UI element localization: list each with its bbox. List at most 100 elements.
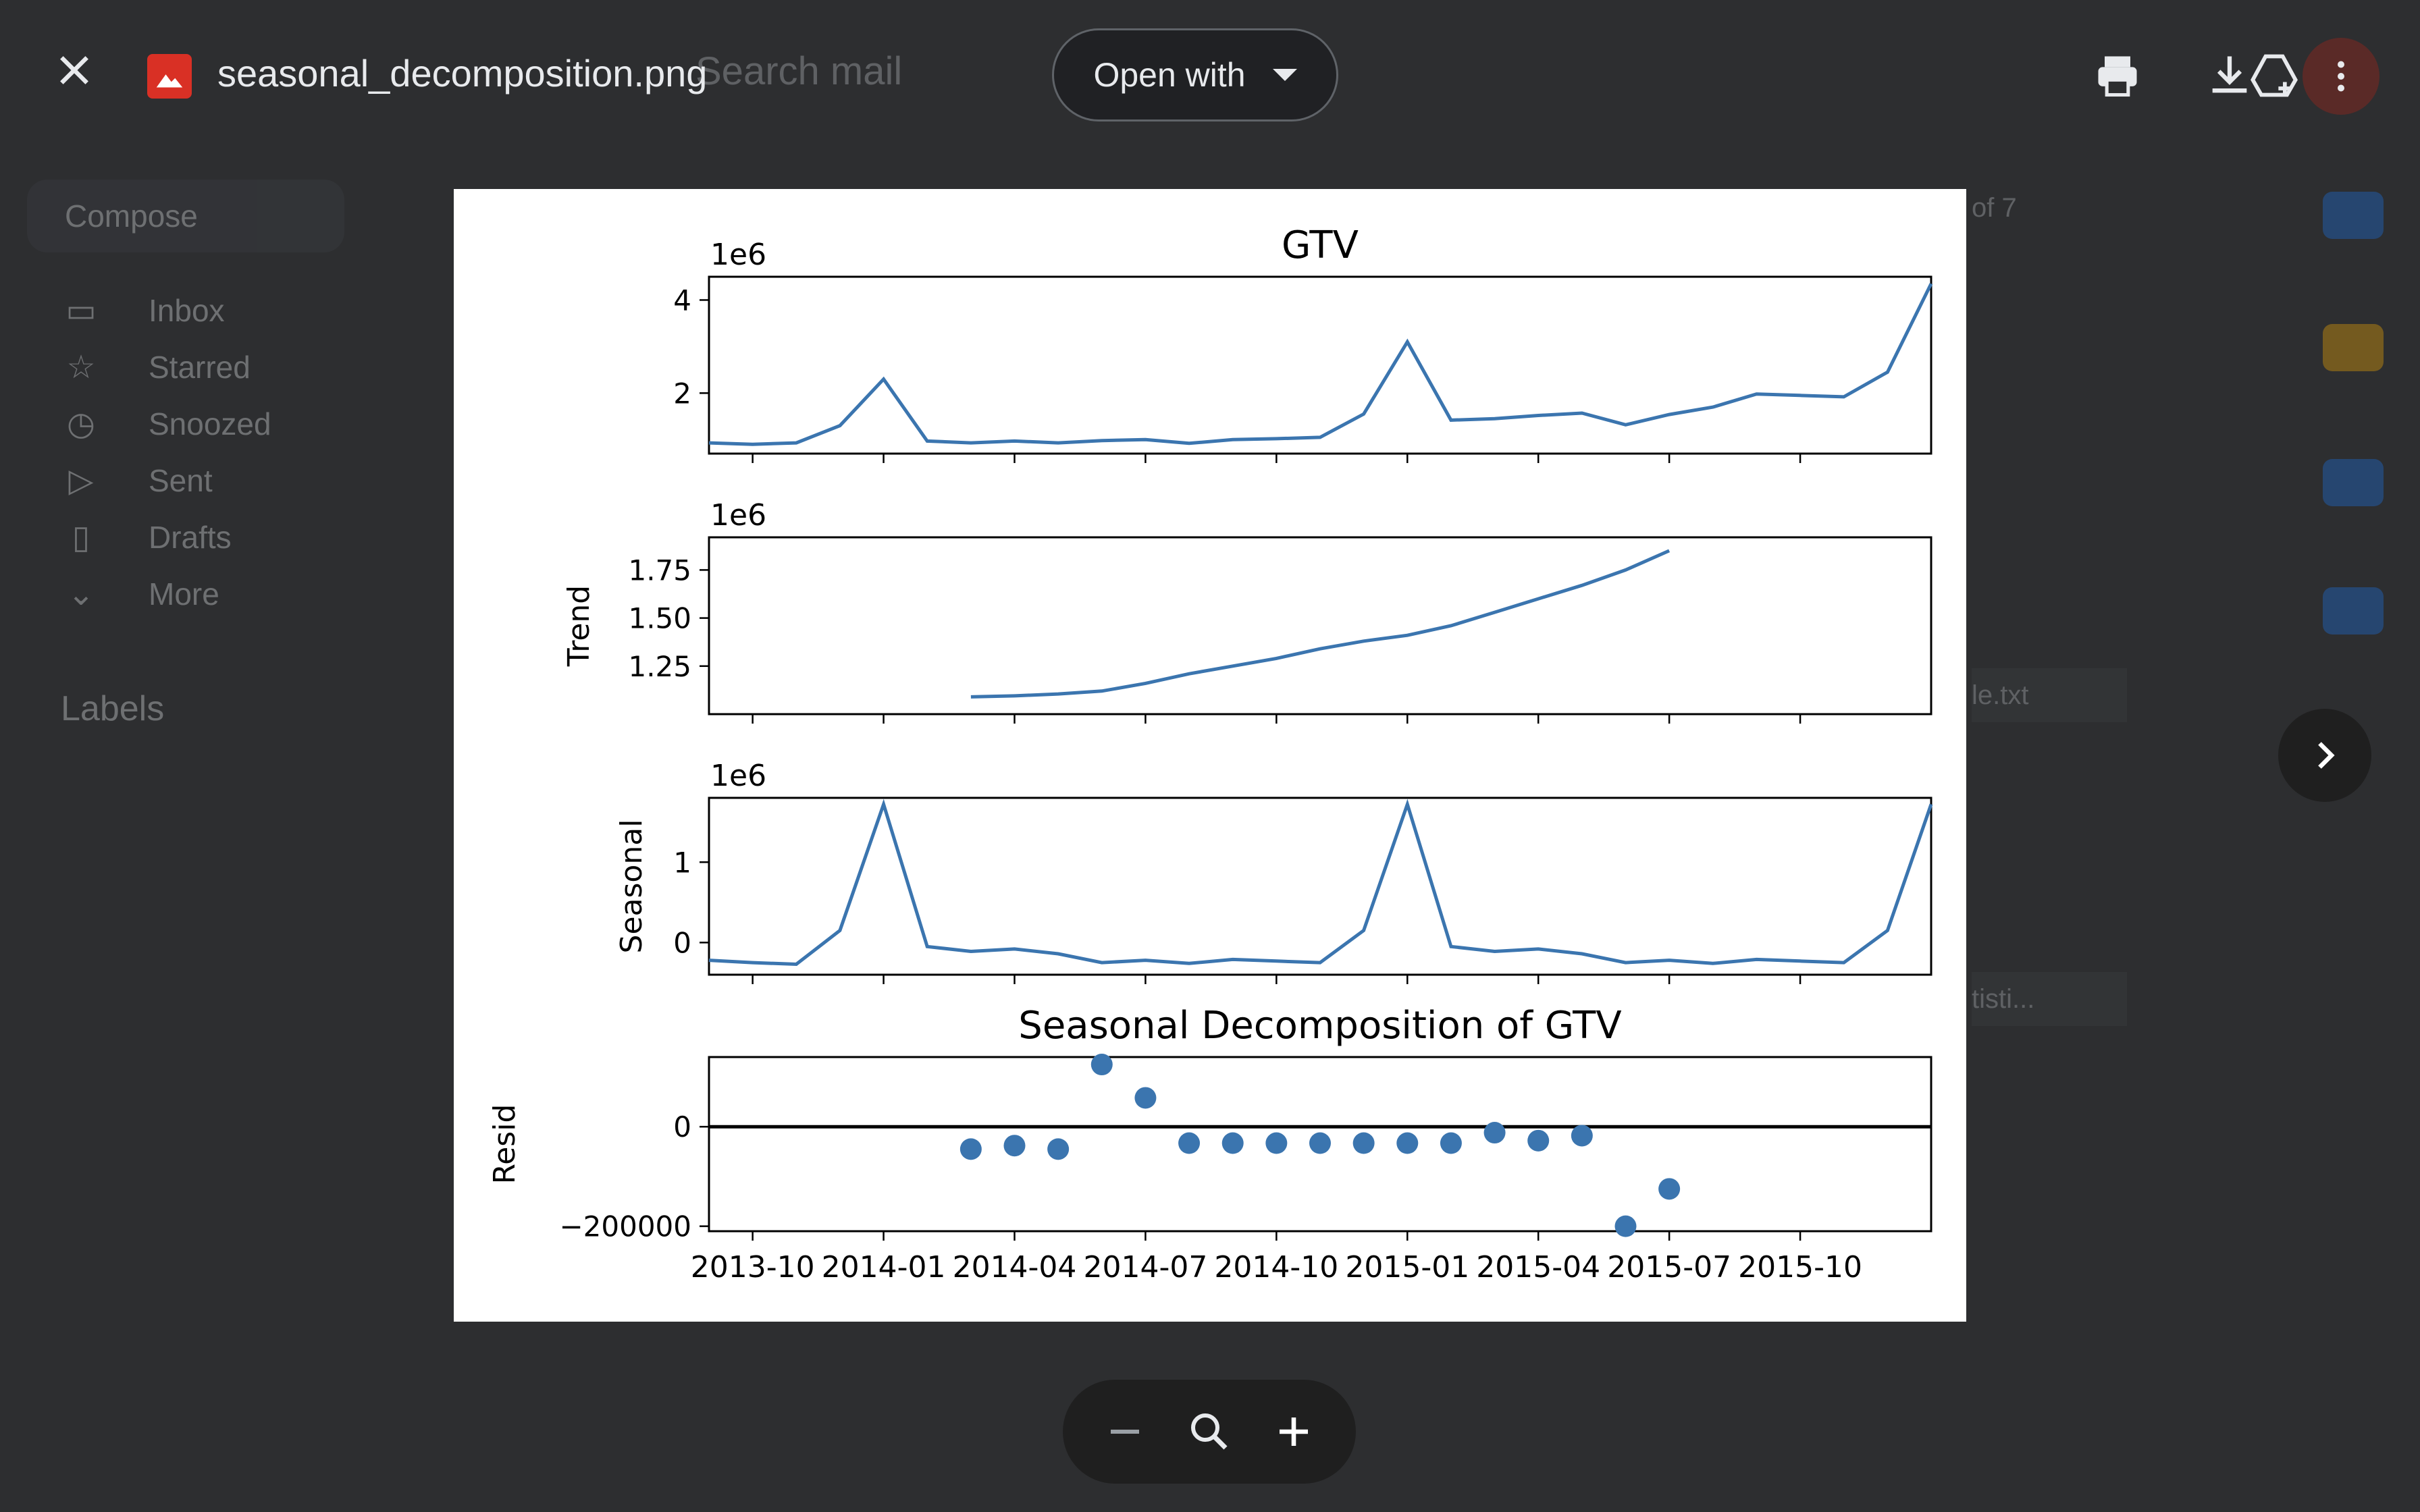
y-tick-label: 1.25 (628, 650, 691, 683)
x-tick-label: 2015-10 (1738, 1250, 1862, 1285)
resid-point (1483, 1122, 1506, 1144)
chevron-down-icon: ⌄ (67, 576, 95, 612)
print-icon (2098, 56, 2137, 97)
resid-point (1658, 1178, 1681, 1200)
add-to-drive-button[interactable] (2240, 42, 2308, 109)
axes-frame (708, 1056, 1932, 1233)
close-icon (60, 56, 88, 84)
draft-icon: ▯ (72, 520, 90, 556)
star-icon: ☆ (66, 350, 96, 385)
plus-icon (1279, 1418, 1308, 1446)
resid-point (1178, 1132, 1201, 1154)
attachment-chip: tisti... (1972, 972, 2127, 1026)
resid-point (1134, 1087, 1157, 1109)
zoom-out-button[interactable] (1095, 1401, 1155, 1462)
compose-button: Compose (27, 180, 344, 252)
resid-point (1003, 1135, 1026, 1157)
zoom-magnifier-icon (1190, 1413, 1228, 1450)
image-file-icon (147, 54, 192, 99)
minus-icon (1111, 1430, 1140, 1434)
more-vert-icon (2338, 61, 2344, 92)
zoom-in-button[interactable] (1263, 1401, 1324, 1462)
file-name: seasonal_decomposition.png (217, 52, 708, 94)
chart-title: GTV (1282, 223, 1359, 267)
x-tick-label: 2014-04 (953, 1250, 1077, 1285)
x-tick-label: 2013-10 (691, 1250, 815, 1285)
open-with-button[interactable]: Open with (1052, 28, 1338, 122)
y-tick-label: 2 (673, 377, 691, 410)
drive-add-icon (2251, 54, 2298, 97)
search-placeholder: Search mail (695, 49, 903, 93)
y-axis-label: Seasonal (614, 819, 649, 954)
tasks-icon (2323, 459, 2384, 506)
resid-point (1047, 1138, 1070, 1160)
send-icon: ▷ (68, 463, 94, 499)
axes-frame (708, 275, 1932, 455)
resid-point (1221, 1132, 1244, 1154)
resid-point (1440, 1132, 1462, 1154)
x-tick-label: 2014-07 (1084, 1250, 1208, 1285)
axis-scale-label: 1e6 (710, 498, 766, 533)
x-tick-label: 2015-04 (1476, 1250, 1600, 1285)
y-axis-label: Trend (562, 585, 596, 667)
next-file-button[interactable] (2278, 709, 2371, 802)
download-button[interactable] (2196, 42, 2263, 109)
y-tick-label: 1 (673, 846, 691, 879)
resid-point (1090, 1054, 1113, 1076)
nav-drafts: ▯ Drafts (61, 510, 232, 564)
resid-point (1614, 1215, 1637, 1237)
resid-point (1527, 1129, 1550, 1152)
image-preview: 2 4 1e6 GTV 1.25 1.50 1.75 1e6 Trend 0 1 1e6 Seasona… (454, 189, 1966, 1322)
y-axis-label: Resid (488, 1104, 522, 1185)
x-tick-label: 2015-07 (1607, 1250, 1731, 1285)
keep-icon (2323, 324, 2384, 371)
series-line (970, 549, 1671, 699)
seasonal-decomposition-chart: 2 4 1e6 GTV 1.25 1.50 1.75 1e6 Trend 0 1 1e6 Seasona… (488, 223, 1933, 1285)
axis-scale-label: 1e6 (710, 759, 766, 793)
y-tick-label: 0 (673, 926, 691, 959)
axes-frame (708, 536, 1932, 716)
y-tick-label: 0 (673, 1110, 691, 1143)
download-icon (2212, 56, 2247, 93)
calendar-icon (2323, 192, 2384, 239)
x-tick-label: 2015-01 (1345, 1250, 1469, 1285)
labels-heading: Labels (61, 689, 165, 728)
series-line (708, 799, 1933, 967)
resid-point (1309, 1132, 1331, 1154)
pager-text: of 7 (1972, 193, 2017, 223)
clock-icon: ◷ (67, 406, 95, 442)
x-tick-label: 2014-01 (822, 1250, 946, 1285)
axes-frame (708, 796, 1932, 976)
resid-point (959, 1138, 982, 1160)
y-tick-label: −200000 (559, 1210, 691, 1243)
chevron-right-icon (2318, 742, 2335, 769)
chart-title: Seasonal Decomposition of GTV (1018, 1004, 1621, 1048)
nav-inbox: ▭ Inbox (61, 284, 224, 338)
axis-scale-label: 1e6 (710, 238, 766, 272)
inbox-icon: ▭ (65, 293, 97, 329)
y-tick-label: 1.50 (628, 602, 691, 635)
series-line (708, 283, 1933, 446)
open-with-label: Open with (1093, 56, 1246, 94)
resid-point (1396, 1132, 1419, 1154)
nav-starred: ☆ Starred (61, 340, 250, 394)
attachment-chip: le.txt (1972, 668, 2127, 722)
y-tick-label: 1.75 (628, 554, 691, 587)
y-tick-label: 4 (673, 284, 691, 317)
close-button[interactable] (47, 49, 101, 103)
contacts-icon (2323, 587, 2384, 634)
print-button[interactable] (2084, 42, 2151, 109)
zoom-reset-button[interactable] (1179, 1401, 1240, 1462)
zoom-controls (1063, 1380, 1356, 1484)
resid-point (1571, 1125, 1593, 1147)
resid-point (1265, 1132, 1288, 1154)
x-tick-label: 2014-10 (1214, 1250, 1338, 1285)
nav-sent: ▷ Sent (61, 454, 213, 508)
caret-down-icon (1272, 69, 1297, 81)
nav-snoozed: ◷ Snoozed (61, 397, 271, 451)
viewer-toolbar: seasonal_decomposition.png Open with (0, 0, 2420, 150)
more-options-button[interactable] (2303, 38, 2379, 115)
resid-point (1352, 1132, 1375, 1154)
nav-more: ⌄ More (61, 567, 219, 621)
